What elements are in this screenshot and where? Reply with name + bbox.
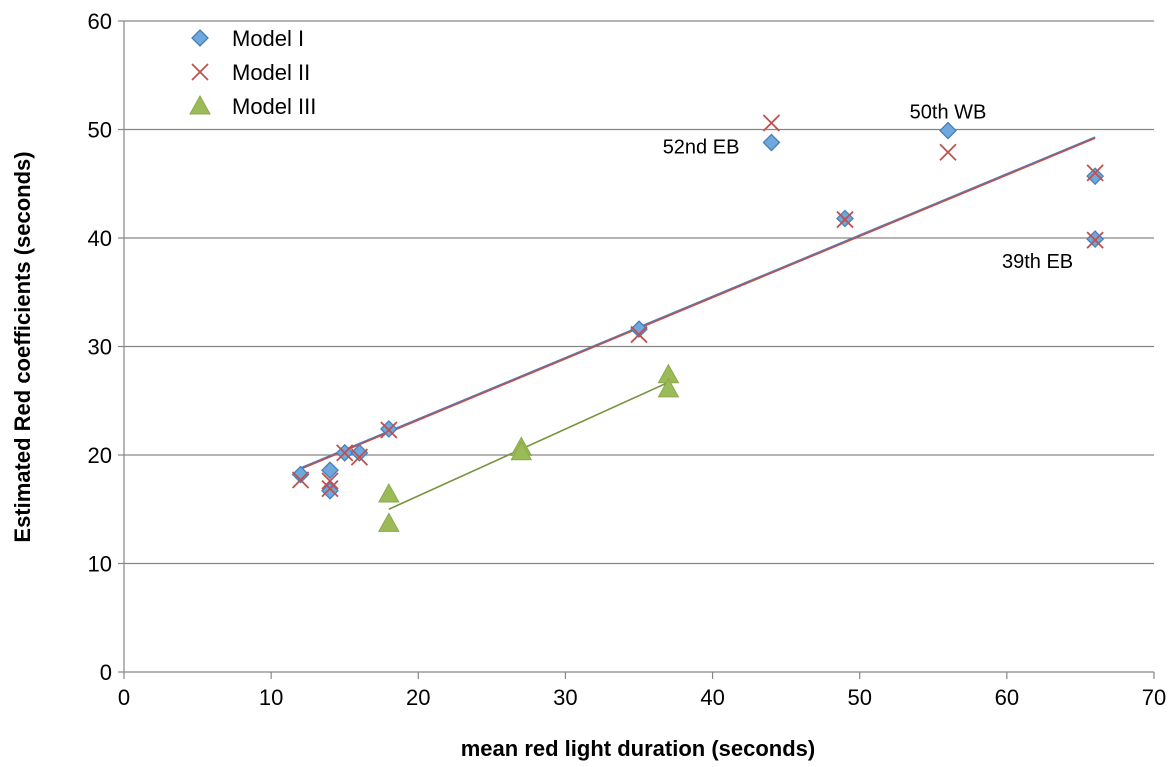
x-stroke-b xyxy=(380,421,398,439)
legend-marker-model-iii xyxy=(189,94,211,115)
point-model-i xyxy=(321,481,339,500)
point-model-ii xyxy=(321,479,339,498)
x-stroke-b xyxy=(336,444,354,462)
point-model-iii xyxy=(657,377,680,398)
trendline-model-i xyxy=(300,136,1096,469)
x-tick-label: 60 xyxy=(995,685,1019,710)
x-tick-label: 40 xyxy=(700,685,724,710)
y-tick-label: 20 xyxy=(88,443,112,468)
x-tick-label: 0 xyxy=(118,685,130,710)
point-model-iii xyxy=(378,483,400,503)
x-tick-label: 30 xyxy=(553,685,577,710)
point-model-iii xyxy=(510,440,533,461)
x-stroke-b xyxy=(630,325,648,344)
point-model-ii xyxy=(380,421,398,439)
point-model-i xyxy=(321,461,339,480)
annotations: 52nd EB 50th WB 39th EB xyxy=(663,102,1073,273)
point-model-ii xyxy=(836,210,854,229)
x-stroke-b xyxy=(321,479,339,498)
legend-marker-model-i xyxy=(191,29,209,47)
point-model-ii xyxy=(321,472,339,490)
gridlines xyxy=(124,20,1154,565)
x-stroke-b xyxy=(191,63,209,81)
point-model-i xyxy=(939,121,957,140)
annotation-label: 39th EB xyxy=(1002,251,1073,273)
point-model-i xyxy=(762,133,781,152)
point-model-ii xyxy=(350,448,369,466)
x-stroke-b xyxy=(939,143,957,161)
point-model-i xyxy=(350,443,369,462)
point-model-iii xyxy=(378,512,400,532)
legend-item-model-ii: Model II xyxy=(191,60,310,85)
point-model-ii xyxy=(939,143,957,161)
annotation-label: 50th WB xyxy=(910,102,987,124)
x-stroke-b xyxy=(1086,164,1104,182)
x-stroke-b xyxy=(762,114,781,132)
y-tick-label: 40 xyxy=(88,226,112,251)
x-tick-label: 70 xyxy=(1142,685,1166,710)
point-model-i xyxy=(630,320,648,339)
x-stroke-b xyxy=(1086,231,1104,249)
data-points xyxy=(291,114,1105,532)
point-model-ii xyxy=(762,114,781,132)
trendline-model-iii xyxy=(388,381,669,510)
x-tick-label: 20 xyxy=(406,685,430,710)
legend-item-model-i: Model I xyxy=(191,26,304,51)
x-axis-title: mean red light duration (seconds) xyxy=(461,736,815,761)
x-tick-label: 50 xyxy=(847,685,871,710)
axes: 0 10 20 30 40 50 60 0 10 20 30 40 50 60 70 xyxy=(88,9,1167,710)
x-stroke-b xyxy=(321,472,339,490)
trendlines xyxy=(300,136,1096,510)
point-model-ii xyxy=(1086,164,1104,182)
x-stroke-b xyxy=(350,448,369,466)
legend-label: Model I xyxy=(232,26,304,51)
y-tick-label: 30 xyxy=(88,335,112,360)
point-model-ii xyxy=(291,471,310,489)
trendline-model-ii xyxy=(300,137,1096,470)
legend-label: Model III xyxy=(232,94,316,119)
x-stroke-b xyxy=(836,210,854,229)
legend-label: Model II xyxy=(232,60,310,85)
y-axis-title: Estimated Red coefficients (seconds) xyxy=(10,151,35,542)
annotation-label: 52nd EB xyxy=(663,137,740,159)
point-model-ii xyxy=(336,444,354,462)
legend: Model I Model II Model III xyxy=(189,26,316,119)
point-model-ii xyxy=(1086,231,1104,249)
point-model-i xyxy=(1086,167,1105,186)
legend-item-model-iii: Model III xyxy=(189,94,316,119)
y-tick-label: 10 xyxy=(88,552,112,577)
y-tick-label: 50 xyxy=(88,118,112,143)
x-stroke-b xyxy=(291,471,310,489)
point-model-i xyxy=(291,465,310,484)
y-tick-label: 60 xyxy=(88,9,112,34)
legend-marker-model-ii xyxy=(191,63,209,81)
x-tick-label: 10 xyxy=(259,685,283,710)
point-model-ii xyxy=(630,325,648,344)
y-tick-label: 0 xyxy=(100,660,112,685)
